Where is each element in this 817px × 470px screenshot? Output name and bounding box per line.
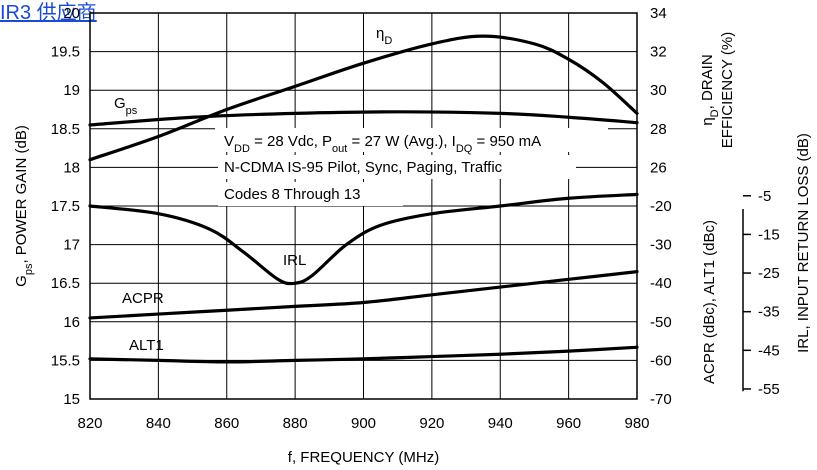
series-label-irl: IRL [283, 252, 306, 269]
grid-lines [89, 12, 638, 400]
x-tick-label: 900 [351, 415, 376, 432]
y-left-tick-label: 19.5 [51, 44, 80, 61]
y-left-tick-label: 16 [63, 314, 80, 331]
x-tick-label: 860 [214, 415, 239, 432]
series-label-gps: Gps [114, 95, 138, 117]
series-line-alt1 [88, 345, 639, 364]
y-left-tick-label: 18.5 [51, 121, 80, 138]
x-tick-label: 980 [624, 415, 649, 432]
x-tick-label: 820 [77, 415, 102, 432]
series-label-alt1: ALT1 [129, 337, 164, 354]
series-line-gps [88, 110, 639, 127]
y-right-eff-tick-label: 30 [650, 82, 667, 99]
y-left-tick-label: 17 [63, 237, 80, 254]
labels: ηD Gps IRL ACPR ALT1 VDD = 28 Vdc, Pout = 27 … [114, 25, 541, 354]
y-right-acpr-tick-label: -70 [650, 391, 672, 408]
x-axis-label: f, FREQUENCY (MHz) [288, 449, 439, 466]
series-line-acpr [88, 270, 639, 320]
x-tick-label: 920 [419, 415, 444, 432]
y-left-axis-label: Gps, POWER GAIN (dB) [13, 125, 35, 287]
series-line-irl [88, 192, 639, 286]
y-right-acpr-tick-label: -60 [650, 352, 672, 369]
y-right-eff-tick-label: 28 [650, 121, 667, 138]
y-left-tick-label: 16.5 [51, 275, 80, 292]
conditions-bg [218, 182, 403, 206]
y-right-eff-tick-label: 34 [650, 5, 667, 22]
y-right-eff-tick-label: 32 [650, 44, 667, 61]
series-line-d [88, 34, 639, 162]
y-right-irl-tick-label: -5 [758, 188, 771, 205]
y-right-irl-tick-label: -55 [758, 381, 780, 398]
series-label-etad: ηD [376, 25, 392, 47]
y-right-acpr-tick-label: -40 [650, 275, 672, 292]
y-left-tick-label: 19 [63, 82, 80, 99]
axes: 820 840 860 880 900 920 940 960 980 f, FREQUENCY … [13, 5, 812, 466]
y-left-tick-label: 15.5 [51, 352, 80, 369]
y-right-irl-axis-label: IRL, INPUT RETURN LOSS (dB) [795, 133, 812, 353]
y-right-irl-tick-label: -45 [758, 342, 780, 359]
y-right-irl-tick-label: -35 [758, 304, 780, 321]
conditions-bg [215, 128, 608, 152]
conditions-line-1: VDD = 28 Vdc, Pout = 27 W (Avg.), IDQ = … [224, 133, 541, 155]
conditions-bg [218, 155, 576, 179]
y-right-acpr-axis-label: ACPR (dBc), ALT1 (dBc) [701, 220, 718, 384]
x-tick-label: 940 [488, 415, 513, 432]
y-right-eff-tick-label: 26 [650, 159, 667, 176]
y-right-irl-tick-label: -25 [758, 265, 780, 282]
y-left-tick-label: 17.5 [51, 198, 80, 215]
x-tick-label: 840 [146, 415, 171, 432]
y-right-irl-tick-label: -15 [758, 226, 780, 243]
y-left-tick-label: 15 [63, 391, 80, 408]
y-right-acpr-tick-label: -30 [650, 237, 672, 254]
y-left-tick-label: 20 [63, 5, 80, 22]
x-tick-label: 960 [556, 415, 581, 432]
conditions-line-3: Codes 8 Through 13 [224, 186, 361, 203]
y-left-tick-label: 18 [63, 159, 80, 176]
watermark-text: IR3 供应商 [0, 2, 97, 24]
x-tick-label: 880 [283, 415, 308, 432]
series-label-acpr: ACPR [122, 290, 164, 307]
y-right-acpr-tick-label: -20 [650, 198, 672, 215]
conditions-line-2: N-CDMA IS-95 Pilot, Sync, Paging, Traffi… [224, 159, 503, 176]
series-group [88, 34, 639, 364]
y-right-acpr-tick-label: -50 [650, 314, 672, 331]
y-right-eff-axis-label: EFFICIENCY (%) [719, 32, 736, 148]
y-right-eff-axis-label: ηD, DRAIN [699, 54, 721, 125]
